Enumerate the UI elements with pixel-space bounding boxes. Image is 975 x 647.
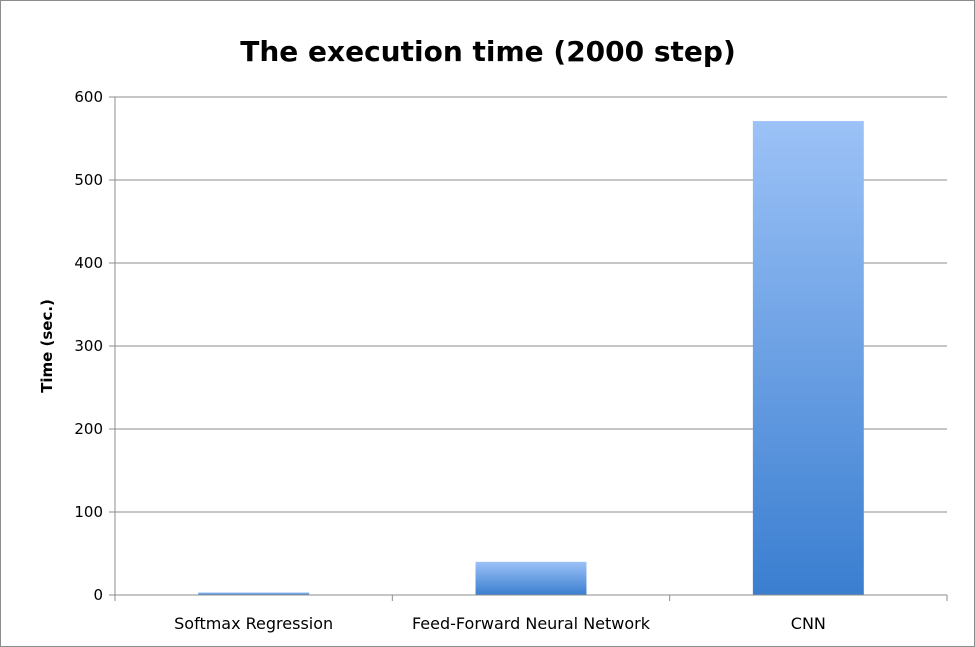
y-tick-label: 500 xyxy=(74,171,103,189)
x-category-label: Feed-Forward Neural Network xyxy=(412,614,651,633)
y-tick-label: 400 xyxy=(74,254,103,272)
y-tick-label: 300 xyxy=(74,337,103,355)
y-tick-label: 0 xyxy=(93,586,103,604)
y-axis-label: Time (sec.) xyxy=(38,299,56,393)
bar xyxy=(198,592,310,595)
bar xyxy=(475,561,587,595)
chart-title: The execution time (2000 step) xyxy=(240,35,736,68)
bar xyxy=(752,121,864,595)
bars xyxy=(198,121,864,595)
y-tick-label: 100 xyxy=(74,503,103,521)
x-category-label: CNN xyxy=(791,614,826,633)
tick-labels: 0 100 200 300 400 500 600 Softmax Regression Fee… xyxy=(74,88,826,633)
y-tick-label: 200 xyxy=(74,420,103,438)
y-tick-label: 600 xyxy=(74,88,103,106)
axes xyxy=(109,96,948,601)
x-category-label: Softmax Regression xyxy=(174,614,333,633)
